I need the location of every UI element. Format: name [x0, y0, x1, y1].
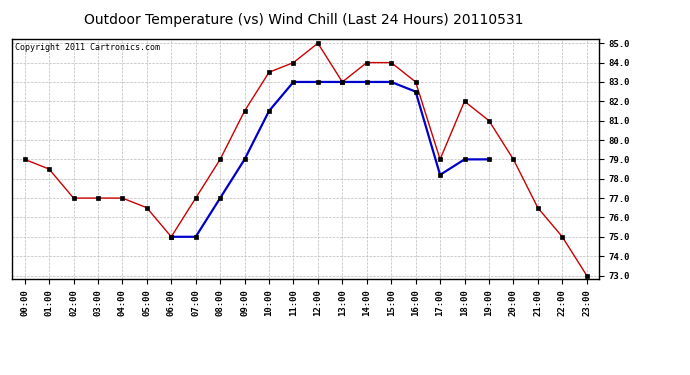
- Text: Copyright 2011 Cartronics.com: Copyright 2011 Cartronics.com: [15, 43, 160, 52]
- Text: Outdoor Temperature (vs) Wind Chill (Last 24 Hours) 20110531: Outdoor Temperature (vs) Wind Chill (Las…: [84, 13, 523, 27]
